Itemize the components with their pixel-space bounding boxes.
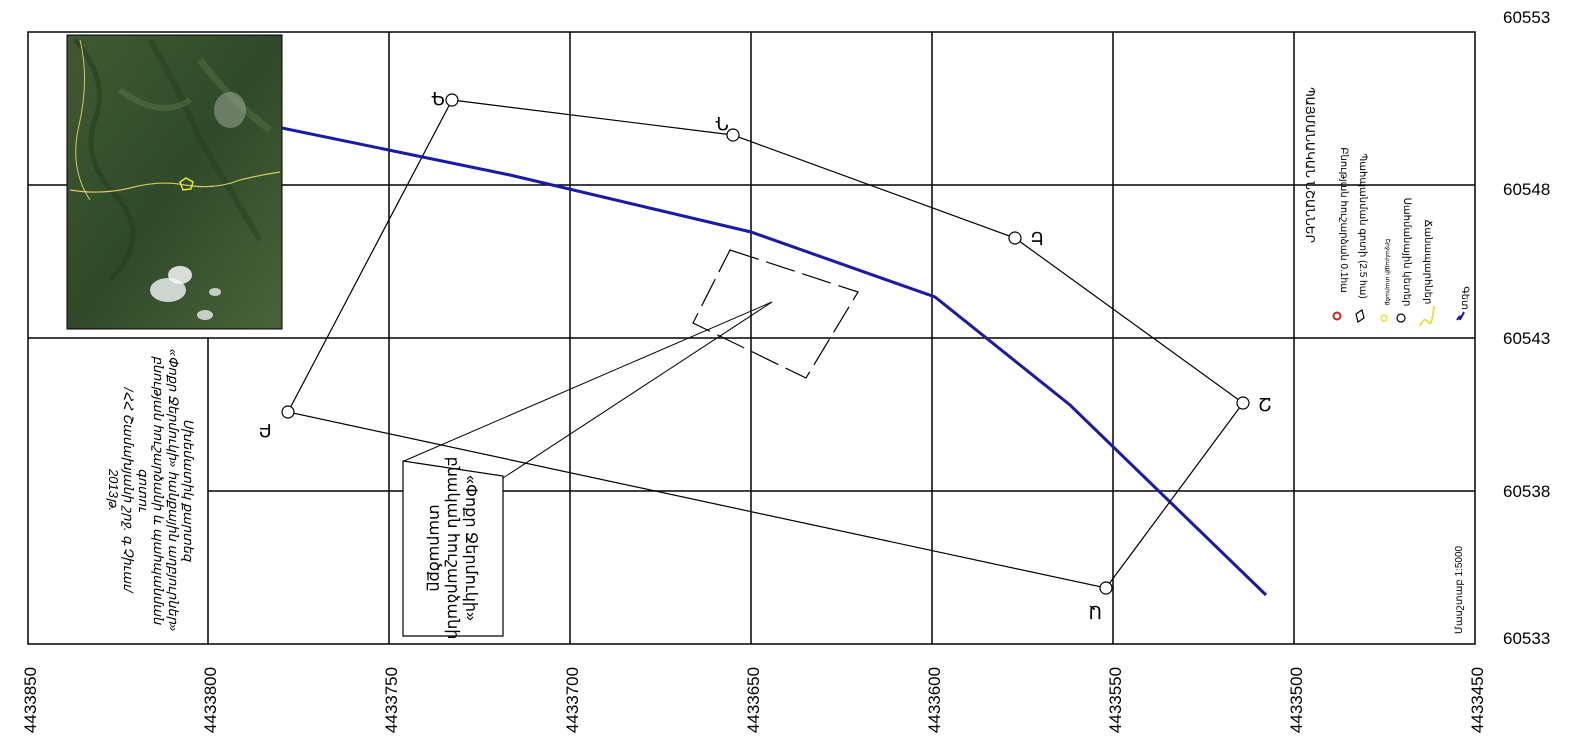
y-axis-ticks: 60553 60548 60543 60538 60533 — [1503, 8, 1550, 648]
legend-marker-surroundings — [1380, 314, 1388, 322]
title-block: Սխեմատիկ քարտեզ «Փոքր Ջերմուկի» հանքային… — [106, 349, 196, 632]
vertex-label-d: Դ — [715, 113, 729, 133]
legend-item-6: Գետ — [1459, 286, 1470, 310]
legend-item-2: Պահպանման գոտի (2.5 hա) — [1357, 153, 1368, 299]
legend-marker-zone — [1355, 309, 1365, 323]
x-axis-ticks: 4433850 4433800 4433750 4433700 4433650 … — [21, 667, 1487, 733]
legend-item-5: Ճանապարհներ — [1422, 220, 1433, 305]
legend-marker-roads — [1419, 305, 1435, 327]
y-tick-4: 60538 — [1503, 482, 1550, 501]
callout-line-3: տարածքը — [426, 504, 443, 591]
monument-area-dashed — [692, 249, 859, 379]
vertex-label-b: Բ — [258, 420, 271, 440]
callout-text: «Փոքր Ջերմուկի» բնական հուշարձանի տարածք… — [426, 457, 479, 640]
legend-marker-vertices — [1396, 313, 1406, 323]
vertex-label-g: Գ — [431, 88, 445, 108]
x-tick-2: 4433800 — [201, 667, 220, 733]
title-line-2: «Փոքր Ջերմուկի» հանքային աղբյուրներ» — [166, 349, 181, 632]
y-tick-1: 60553 — [1503, 8, 1550, 27]
river-line — [281, 126, 1268, 597]
callout-line-1: «Փոքր Ջերմուկի» — [462, 475, 479, 621]
x-tick-7: 4433550 — [1106, 667, 1125, 733]
callout-line-2: բնական հուշարձանի — [444, 457, 461, 640]
x-tick-9: 4433450 — [1468, 667, 1487, 733]
title-line-5: /ՀՀ Շամախյանի շրջ. գ.Չիւաւ/ — [121, 387, 136, 594]
legend-marker-river — [1456, 311, 1465, 321]
legend-item-4: Սահմանային կետեր — [1401, 198, 1412, 307]
legend-item-3: Շրջակայքի տարածք — [1384, 238, 1391, 305]
grid-vertical — [207, 32, 1295, 644]
title-line-1: Սխեմատիկ քարտեզ — [181, 419, 196, 562]
title-line-4: գոտու — [136, 468, 151, 513]
x-tick-8: 4433500 — [1287, 667, 1306, 733]
x-tick-3: 4433750 — [382, 667, 401, 733]
x-tick-1: 4433850 — [21, 667, 40, 733]
x-tick-6: 4433600 — [925, 667, 944, 733]
callout-leader — [403, 301, 773, 479]
title-line-6: 2013թ. — [106, 468, 121, 511]
y-tick-5: 60533 — [1503, 629, 1550, 648]
x-tick-5: 4433650 — [744, 667, 763, 733]
vertex-markers — [281, 93, 1250, 595]
title-line-3: բնության հուշարձանի և պահպանման — [151, 356, 166, 625]
vertex-label-e: Ե — [1030, 228, 1043, 248]
scale-label: Մասշտաբ 1:5000 — [1454, 545, 1465, 634]
y-tick-3: 60543 — [1503, 329, 1550, 348]
vertex-label-z: Զ — [1258, 394, 1272, 414]
x-tick-4: 4433700 — [563, 667, 582, 733]
vertex-label-a: Ա — [1088, 602, 1102, 622]
legend-item-1: Բնության հուշարձան 0.1hա — [1338, 147, 1349, 293]
legend-title: ՊԱՅՄԱՆԱԿԱՆ ՆՇԱՆՆԵՐ — [1303, 87, 1317, 243]
y-tick-2: 60548 — [1503, 180, 1550, 199]
legend-marker-monument — [1332, 311, 1342, 321]
callout-box — [402, 460, 504, 637]
inset-satellite-map — [66, 34, 283, 330]
legend: ՊԱՅՄԱՆԱԿԱՆ ՆՇԱՆՆԵՐ Բնության հուշարձան 0.… — [1303, 87, 1470, 327]
